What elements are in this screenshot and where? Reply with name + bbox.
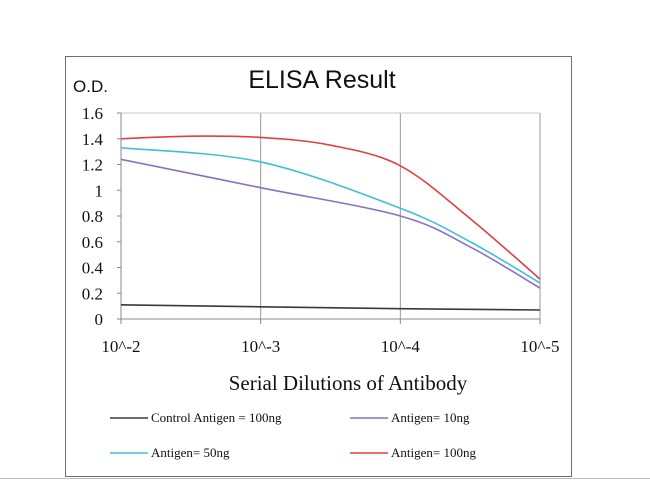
legend-label-1: Control Antigen = 100ng [151,410,282,425]
y-axis-label: O.D. [73,77,108,96]
y-tick-label: 1.6 [82,104,103,123]
series-line-1 [120,304,541,311]
y-tick-label: 1 [95,181,104,200]
chart-frame [65,56,572,477]
chart-title: ELISA Result [248,66,395,94]
x-tick-label: 10^-3 [241,337,280,356]
legend-label-3: Antigen= 50ng [151,445,230,460]
series-line-4 [120,135,541,280]
y-tick-label: 1.4 [82,130,104,149]
series-line-3 [120,146,541,284]
legend: Control Antigen = 100ng Antigen= 10ng Anti… [110,410,476,460]
legend-label-2: Antigen= 10ng [391,410,470,425]
x-tick-label: 10^-4 [381,337,421,356]
y-tick-label: 0.6 [82,233,103,252]
series-line-2 [120,158,541,289]
y-tick-label: 1.2 [82,156,103,175]
legend-label-4: Antigen= 100ng [391,445,476,460]
x-tick-label: 10^-2 [101,337,140,356]
y-tick-label: 0.4 [82,259,104,278]
x-axis-label: Serial Dilutions of Antibody [229,371,468,395]
y-tick-label: 0.8 [82,207,103,226]
y-tick-label: 0 [95,310,104,329]
plot-area: 0 0.2 0.4 0.6 0.8 1 1.2 1.4 1.6 10^-2 10^-3 10^-4 10… [82,104,560,356]
divider [0,478,650,479]
y-tick-label: 0.2 [82,284,103,303]
x-tick-label: 10^-5 [520,337,559,356]
